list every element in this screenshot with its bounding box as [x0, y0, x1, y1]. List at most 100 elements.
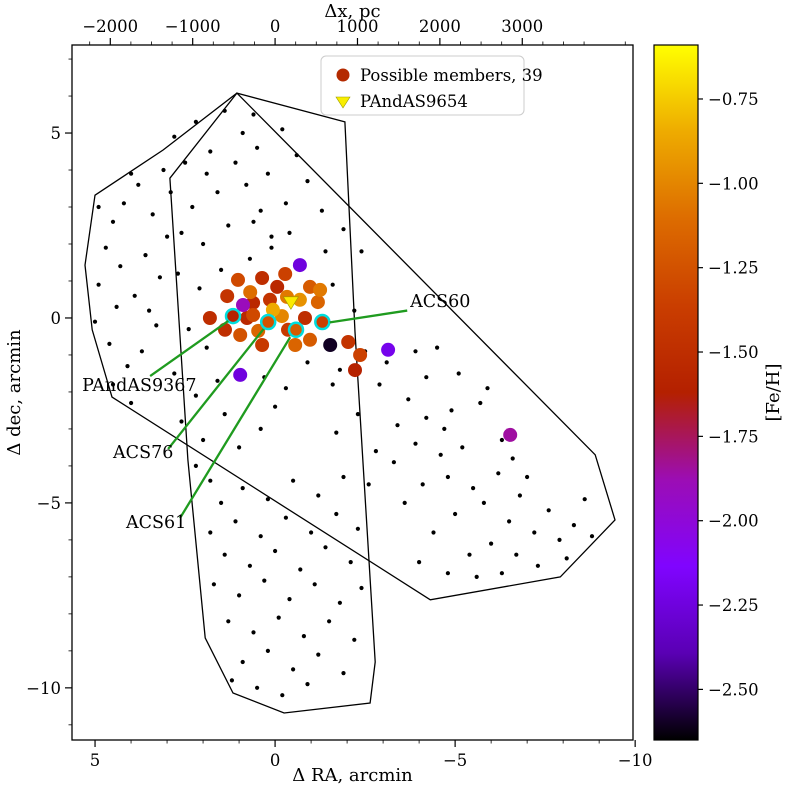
member-point	[288, 338, 303, 352]
colorbar-tick-label: −1.00	[708, 174, 759, 193]
field-star	[283, 515, 288, 520]
field-star	[179, 419, 184, 424]
field-star	[208, 149, 213, 154]
field-star	[301, 634, 306, 639]
field-star	[294, 153, 299, 158]
annotation-label: ACS61	[125, 513, 186, 533]
field-star	[269, 234, 274, 239]
field-star	[283, 386, 288, 391]
colorbar-tick-label: −0.75	[708, 90, 759, 109]
field-star	[183, 160, 188, 165]
annotation-line	[179, 336, 292, 519]
field-star	[157, 275, 162, 280]
field-star	[215, 190, 220, 195]
field-star	[406, 397, 411, 402]
field-star	[219, 500, 224, 505]
field-star	[222, 412, 227, 417]
field-star	[424, 415, 429, 420]
field-star	[215, 378, 220, 383]
field-star	[262, 578, 267, 583]
field-star	[499, 437, 504, 443]
field-star	[251, 112, 256, 117]
field-star	[110, 219, 116, 224]
field-star	[467, 552, 472, 557]
field-star	[244, 182, 249, 187]
field-star	[251, 630, 256, 635]
field-star	[269, 245, 274, 250]
member-point	[202, 311, 217, 325]
field-star	[298, 567, 303, 572]
field-star	[337, 367, 342, 372]
legend-label: Possible members, 39	[360, 66, 543, 85]
field-star	[352, 637, 357, 642]
field-star	[197, 286, 202, 291]
field-star	[471, 486, 476, 491]
field-star	[96, 282, 101, 287]
field-star	[291, 478, 296, 483]
field-star	[211, 582, 216, 587]
field-star	[237, 445, 242, 450]
field-star	[546, 508, 551, 513]
member-point	[323, 338, 338, 352]
field-star	[431, 530, 436, 535]
legend-circle-marker	[336, 68, 350, 82]
field-star	[265, 648, 270, 654]
field-star	[453, 511, 458, 517]
member-points-layer	[202, 258, 518, 442]
field-star	[557, 537, 562, 543]
axes-layer: 5 0 −5 −10 5 0 −5 −10 −2000 −1000 0 1000 2000 3000 Δ R…	[4, 1, 653, 786]
field-star	[229, 678, 234, 683]
member-point	[236, 298, 250, 312]
cluster-point	[314, 313, 331, 331]
field-star	[121, 201, 126, 206]
member-point	[503, 427, 518, 442]
member-point	[233, 328, 248, 342]
field-star	[179, 230, 184, 235]
top-tick-label: 1000	[336, 17, 378, 36]
field-star	[237, 593, 242, 598]
field-star	[305, 360, 310, 365]
field-star	[161, 167, 166, 173]
field-star	[413, 349, 418, 354]
field-star	[255, 145, 260, 150]
field-star	[460, 445, 465, 450]
field-star	[276, 615, 281, 620]
field-star	[273, 404, 278, 409]
annotation-line	[149, 319, 229, 377]
field-star	[208, 478, 213, 483]
field-star	[233, 519, 238, 524]
member-point	[341, 335, 356, 349]
field-star	[309, 530, 314, 535]
field-star	[280, 127, 285, 132]
field-star	[201, 241, 206, 247]
y-tick-label: −5	[37, 494, 61, 513]
field-star	[132, 293, 137, 298]
field-star	[445, 571, 450, 576]
field-star	[499, 571, 504, 576]
field-star	[265, 497, 270, 502]
field-star	[129, 400, 134, 406]
field-star	[384, 360, 389, 365]
field-star	[186, 327, 191, 332]
y-tick-label: 5	[51, 124, 62, 143]
field-star	[193, 463, 198, 468]
field-stars-layer	[92, 108, 595, 698]
colorbar-tick-label: −2.50	[708, 680, 759, 699]
top-tick-label: −2000	[82, 17, 138, 36]
field-star	[165, 234, 170, 239]
field-star	[147, 308, 152, 313]
member-point	[265, 302, 280, 317]
annotation-label: ACS76	[112, 443, 173, 463]
field-star	[222, 552, 227, 557]
member-point	[381, 342, 396, 357]
y-axis-label: Δ dec, arcmin	[4, 329, 25, 456]
field-star	[110, 382, 116, 387]
field-star	[413, 441, 418, 446]
member-point	[251, 323, 266, 338]
legend-box	[320, 55, 525, 116]
field-star	[438, 452, 443, 457]
top-tick-label: −1000	[165, 17, 221, 36]
field-star	[107, 341, 112, 346]
